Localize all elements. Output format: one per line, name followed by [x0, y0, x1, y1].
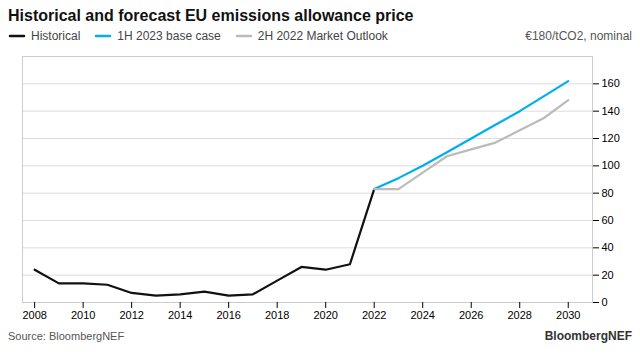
svg-text:160: 160: [602, 77, 620, 89]
html-text:Historical and forecast EU emi: Historical and forecast EU emissions all…: [8, 7, 414, 24]
html-text:BloombergNEF: BloombergNEF: [544, 329, 632, 343]
svg-text:100: 100: [602, 159, 620, 171]
svg-text:2012: 2012: [119, 309, 143, 321]
svg-text:20: 20: [602, 269, 614, 281]
svg-text:40: 40: [602, 241, 614, 253]
html-text:Source: BloombergNEF: Source: BloombergNEF: [8, 330, 125, 342]
svg-text:2016: 2016: [216, 309, 240, 321]
svg-text:2022: 2022: [362, 309, 386, 321]
html-text:2H 2022 Market Outlook: 2H 2022 Market Outlook: [257, 29, 388, 43]
svg-text:2008: 2008: [22, 309, 46, 321]
html-text:€180/tCO2, nominal: €180/tCO2, nominal: [525, 29, 632, 43]
svg-text:2010: 2010: [71, 309, 95, 321]
svg-text:60: 60: [602, 214, 614, 226]
html-text:Historical: Historical: [31, 29, 81, 43]
svg-text:120: 120: [602, 132, 620, 144]
svg-text:2024: 2024: [410, 309, 434, 321]
svg-text:2028: 2028: [507, 309, 531, 321]
svg-text:2018: 2018: [265, 309, 289, 321]
svg-text:2030: 2030: [556, 309, 580, 321]
html-text:1H 2023 base case: 1H 2023 base case: [117, 29, 221, 43]
svg-text:2020: 2020: [313, 309, 337, 321]
svg-text:0: 0: [602, 296, 608, 308]
svg-text:2026: 2026: [459, 309, 483, 321]
svg-text:80: 80: [602, 187, 614, 199]
svg-text:140: 140: [602, 105, 620, 117]
svg-text:2014: 2014: [168, 309, 192, 321]
